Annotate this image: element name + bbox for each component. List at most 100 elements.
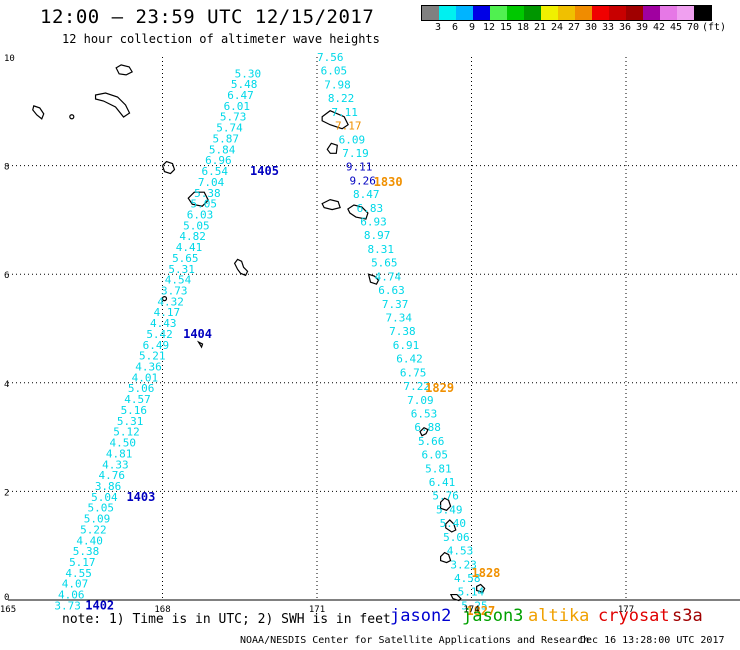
wave-height-label: 7.17 bbox=[335, 120, 362, 133]
legend-swatch bbox=[694, 6, 711, 20]
wave-height-label: 6.96 bbox=[205, 154, 232, 167]
wave-height-label: 5.05 bbox=[190, 198, 217, 211]
wave-height-label: 6.54 bbox=[201, 165, 228, 178]
legend-swatch bbox=[609, 6, 626, 20]
pass-number-label: 1827 bbox=[466, 604, 495, 618]
legend-swatch bbox=[575, 6, 592, 20]
wave-height-label: 6.42 bbox=[396, 353, 423, 366]
wave-height-label: 5.17 bbox=[69, 556, 96, 569]
wave-height-label: 5.48 bbox=[231, 78, 258, 91]
legend-swatch bbox=[541, 6, 558, 20]
legend-label: 12 bbox=[482, 22, 496, 33]
wave-height-label: 6.01 bbox=[224, 100, 251, 113]
wave-height-label: 7.19 bbox=[342, 147, 369, 160]
wave-height-label: 5.81 bbox=[425, 462, 452, 475]
pass-number-label: 1404 bbox=[183, 327, 212, 341]
map-title: 12:00 – 23:59 UTC 12/15/2017 bbox=[40, 6, 375, 28]
wave-height-label: 5.65 bbox=[172, 252, 199, 265]
legend-label: 33 bbox=[601, 22, 615, 33]
island-outline bbox=[347, 204, 369, 220]
wave-height-label: 7.56 bbox=[317, 51, 344, 64]
wave-height-label: 8.31 bbox=[367, 243, 394, 256]
pass-number-label: 1830 bbox=[374, 175, 403, 189]
wave-height-label: 5.84 bbox=[209, 143, 236, 156]
legend-label: 27 bbox=[567, 22, 581, 33]
wave-height-label: 3.23 bbox=[450, 558, 477, 571]
island-outline bbox=[69, 114, 75, 120]
map-grid bbox=[8, 57, 740, 601]
wave-height-label: 4.57 bbox=[124, 393, 151, 406]
wave-height-label: 7.11 bbox=[331, 106, 358, 119]
wave-height-label: 8.22 bbox=[328, 92, 355, 105]
wave-height-label: 4.76 bbox=[98, 469, 125, 482]
x-tick-label: 171 bbox=[309, 605, 325, 615]
satellite-legend-item: jason3 bbox=[462, 606, 524, 626]
island-outline bbox=[94, 92, 131, 118]
wave-height-label: 6.53 bbox=[411, 407, 438, 420]
track-jason2: 3.734.064.074.555.175.384.405.225.095.05… bbox=[54, 67, 279, 612]
wave-height-label: 5.31 bbox=[168, 263, 195, 276]
wave-height-label: 4.06 bbox=[58, 589, 85, 602]
wave-height-label: 4.58 bbox=[454, 572, 481, 585]
island-outline bbox=[196, 340, 204, 349]
island-outline bbox=[440, 497, 452, 511]
wave-height-label: 6.47 bbox=[227, 89, 254, 102]
wave-height-label: 6.75 bbox=[400, 366, 427, 379]
island-outline bbox=[161, 296, 168, 302]
legend-swatch bbox=[473, 6, 490, 20]
legend-swatch bbox=[677, 6, 694, 20]
y-tick-label: 10 bbox=[4, 54, 15, 64]
wave-height-label: 6.09 bbox=[339, 133, 366, 146]
wave-height-label: 7.22 bbox=[404, 380, 431, 393]
color-scale-legend bbox=[421, 5, 712, 21]
wave-height-label: 5.76 bbox=[432, 490, 459, 503]
island-outline bbox=[445, 519, 457, 533]
legend-label: 3 bbox=[434, 22, 442, 33]
wave-height-label: 4.43 bbox=[150, 317, 177, 330]
island-outline bbox=[233, 258, 249, 277]
legend-label: 18 bbox=[516, 22, 530, 33]
wave-height-label: 6.49 bbox=[143, 339, 170, 352]
wave-height-label: 6.83 bbox=[357, 202, 384, 215]
credit-text: NOAA/NESDIS Center for Satellite Applica… bbox=[240, 635, 590, 646]
island-outline bbox=[187, 191, 209, 207]
wave-height-label: 4.82 bbox=[179, 230, 206, 243]
wave-height-label: 4.54 bbox=[165, 274, 192, 287]
wave-height-label: 6.63 bbox=[378, 284, 405, 297]
legend-swatch bbox=[422, 6, 439, 20]
wave-height-label: 4.33 bbox=[102, 458, 128, 471]
map-subtitle: 12 hour collection of altimeter wave hei… bbox=[62, 32, 380, 46]
legend-swatch bbox=[507, 6, 524, 20]
y-tick-label: 0 bbox=[4, 593, 9, 603]
wave-height-label: 8.97 bbox=[364, 229, 391, 242]
wave-height-label: 5.30 bbox=[235, 67, 262, 80]
wave-height-label: 7.09 bbox=[407, 394, 434, 407]
satellite-legend-item: jason2 bbox=[390, 606, 452, 626]
island-outline bbox=[161, 160, 176, 175]
x-tick-label: 174 bbox=[463, 605, 479, 615]
wave-height-label: 8.47 bbox=[353, 188, 380, 201]
island-outline bbox=[440, 551, 452, 564]
track-altika: 7.566.057.988.227.117.176.097.199.119.26… bbox=[317, 51, 500, 618]
legend-swatch bbox=[490, 6, 507, 20]
wave-height-label: 5.42 bbox=[146, 328, 173, 341]
wave-height-label: 4.55 bbox=[65, 567, 92, 580]
islands bbox=[32, 64, 486, 602]
island-outline bbox=[449, 593, 462, 602]
legend-swatch bbox=[524, 6, 541, 20]
wave-height-label: 5.05 bbox=[183, 219, 210, 232]
wave-height-label: 7.37 bbox=[382, 298, 409, 311]
legend-label: 36 bbox=[618, 22, 632, 33]
wave-height-label: 6.41 bbox=[429, 476, 456, 489]
pass-number-label: 1403 bbox=[126, 490, 155, 504]
wave-height-label: 5.38 bbox=[73, 545, 100, 558]
wave-height-label: 6.05 bbox=[422, 449, 449, 462]
pass-number-label: 1402 bbox=[85, 598, 114, 612]
legend-swatch bbox=[592, 6, 609, 20]
wave-height-label: 4.36 bbox=[135, 361, 162, 374]
axis-ticks: 165 168 171 174 177 0 2 4 6 8 10 bbox=[0, 54, 634, 615]
wave-height-label: 5.06 bbox=[128, 382, 154, 395]
satellite-tracks: 3.734.064.074.555.175.384.405.225.095.05… bbox=[54, 51, 500, 618]
wave-height-label: 5.65 bbox=[371, 257, 398, 270]
wave-height-label: 3.73 bbox=[54, 599, 81, 612]
